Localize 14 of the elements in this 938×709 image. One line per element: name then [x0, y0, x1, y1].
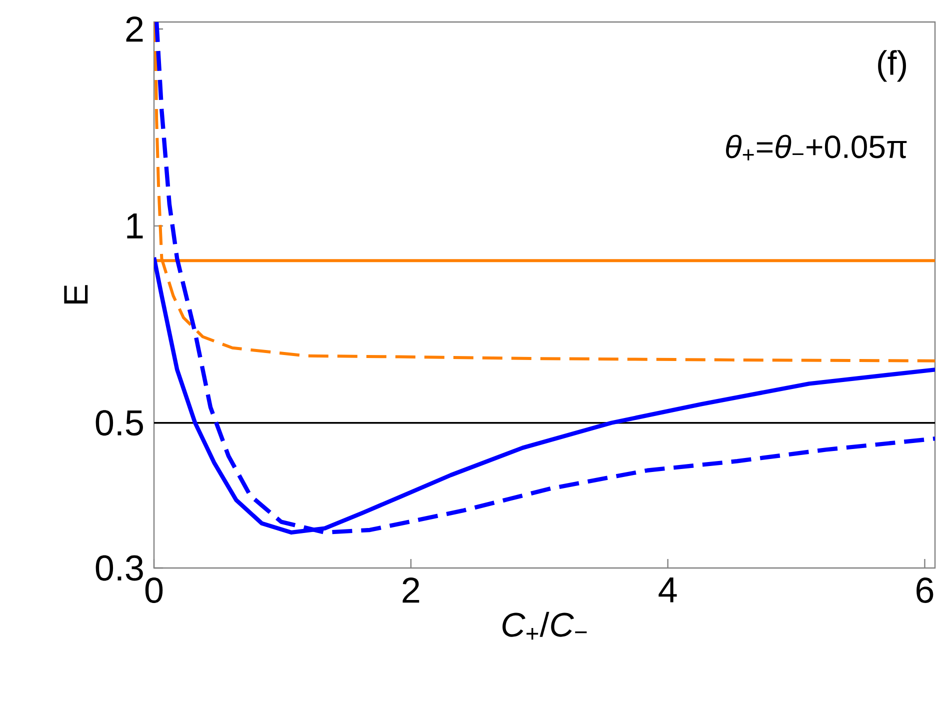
y-tick-label: 0.3: [96, 555, 143, 581]
y-tick-label: 2: [126, 16, 143, 42]
y-tick-label: 0.5: [96, 410, 143, 436]
x-tick-label: 4: [658, 578, 677, 602]
x-tick-label: 0: [145, 578, 163, 604]
y-tick-label: 1: [127, 214, 143, 238]
x-tick-label: 6: [916, 578, 934, 604]
x-tick-label: 2: [402, 578, 420, 603]
line-series: [154, 22, 936, 535]
line-series: [154, 22, 936, 362]
x-axis-title: C$_{+}$/C$_{−}$: [502, 612, 587, 640]
annotation: (f): [878, 50, 906, 82]
y-axis-title: E: [64, 285, 88, 304]
annotation: θ$_{+}$=θ$_{−}$+0.05π: [726, 134, 907, 160]
